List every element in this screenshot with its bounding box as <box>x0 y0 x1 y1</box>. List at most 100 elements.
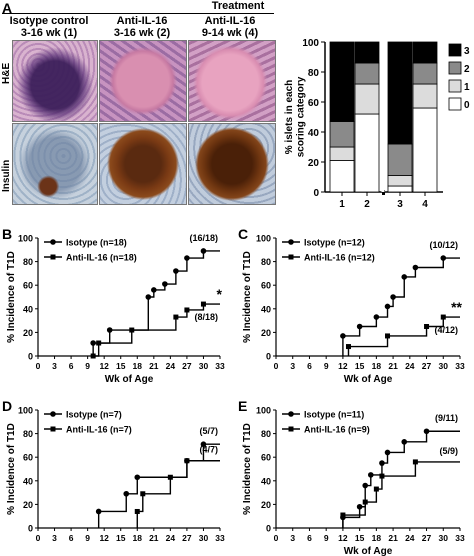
bar-segment-3 <box>412 41 438 64</box>
y-tick-label: 80 <box>308 68 320 79</box>
chart-e-incidence: 0 20 40 60 80 100 0 3 6 9 12 15 18 21 24 27 30 33 Wk of Ag… <box>242 406 465 556</box>
legend-label: 1 <box>464 82 470 93</box>
data-point <box>424 324 430 329</box>
y-tick-label: 80 <box>23 429 33 439</box>
x-tick-label: 15 <box>355 361 365 371</box>
data-point <box>384 303 391 310</box>
y-tick-label: 60 <box>23 281 33 291</box>
data-point <box>412 264 419 271</box>
legend-marker <box>288 239 294 245</box>
bar-segment-0 <box>387 185 413 193</box>
x-tick-label: 6 <box>69 533 74 543</box>
data-point <box>184 255 190 261</box>
legend-label: 0 <box>464 100 470 111</box>
series-line-0 <box>97 443 220 528</box>
y-tick-label: 40 <box>23 304 33 314</box>
y-tick-label: 0 <box>28 524 33 534</box>
x-tick-label: 30 <box>439 361 449 371</box>
y-axis-label: % Incidence of T1D <box>242 251 253 343</box>
x-tick-label: 21 <box>388 361 398 371</box>
micrograph-insulin-anti-il16-3-16 <box>99 123 187 205</box>
y-tick-label: 100 <box>256 406 271 416</box>
bar-segment-2 <box>354 62 380 85</box>
col-header-2: Anti-IL-16 3-16 wk (2) <box>98 15 186 39</box>
series-line-0 <box>342 257 460 356</box>
chart-d-incidence: 0 20 40 60 80 100 0 3 6 9 12 15 18 21 24 27 30 33 % Incide… <box>6 406 225 544</box>
y-axis-label: % Incidence of T1D <box>242 423 253 515</box>
y-tick-label: 20 <box>261 500 271 510</box>
bar-segment-3 <box>354 41 380 64</box>
data-point <box>200 301 206 307</box>
data-point <box>390 294 396 300</box>
y-tick-label: 60 <box>261 281 271 291</box>
legend-label: Anti-IL-16 (n=7) <box>66 425 132 435</box>
col-header-3: Anti-IL-16 9-14 wk (4) <box>186 15 274 39</box>
x-tick-label: 27 <box>422 361 432 371</box>
x-tick-label: 21 <box>388 533 398 543</box>
bar-segment-0 <box>354 113 380 193</box>
col-header-3-line1: Anti-IL-16 <box>204 15 256 27</box>
legend-marker <box>50 411 56 417</box>
series-end-label: (9/11) <box>435 413 458 423</box>
data-point <box>151 287 157 293</box>
data-point <box>340 512 346 518</box>
bar-segment-2 <box>329 121 355 148</box>
y-tick-label: 80 <box>261 429 271 439</box>
x-axis-label: Wk of Age <box>344 374 393 385</box>
micrograph-insulin-isotype <box>12 123 98 205</box>
data-point <box>440 255 447 261</box>
x-tick-label: 12 <box>338 533 348 543</box>
data-point <box>340 333 346 339</box>
bar-segment-1 <box>412 83 438 109</box>
data-point <box>384 449 391 456</box>
x-tick-label: 12 <box>99 533 109 543</box>
data-point <box>345 344 351 350</box>
x-tick-label: 0 <box>274 533 279 543</box>
data-point <box>379 460 385 466</box>
data-point <box>356 323 363 330</box>
data-point <box>373 314 380 320</box>
x-tick-label: 12 <box>99 361 109 371</box>
x-tick-label: 6 <box>307 533 312 543</box>
x-tick-label: 3 <box>52 361 57 371</box>
micrograph-he-anti-il16-9-14 <box>188 40 276 122</box>
bar-segment-0 <box>412 107 438 193</box>
legend-marker <box>288 426 294 432</box>
micrograph-insulin-anti-il16-9-14 <box>188 123 276 205</box>
x-tick-label: 27 <box>182 533 192 543</box>
bar-segment-2 <box>387 143 413 176</box>
chart-c-incidence: 0 20 40 60 80 100 0 3 6 9 12 15 18 21 24 27 30 33 Wk of Ag… <box>242 234 465 386</box>
x-tick-label: 21 <box>149 533 159 543</box>
data-point <box>106 327 113 333</box>
x-tick-label: 33 <box>215 533 225 543</box>
x-tick-label: 15 <box>116 361 126 371</box>
data-point <box>184 458 190 464</box>
data-point <box>123 490 130 497</box>
data-point <box>184 307 190 313</box>
data-point <box>90 353 96 359</box>
y-tick-label: 80 <box>23 257 33 267</box>
axis-break <box>382 190 385 195</box>
panel-letter-a: A <box>2 0 13 16</box>
series-end-label: (5/7) <box>199 426 218 436</box>
series-end-label: (10/12) <box>429 240 458 250</box>
x-tick-label: 18 <box>133 361 143 371</box>
panel-letter-d: D <box>2 398 13 414</box>
y-tick-label: 20 <box>308 158 320 169</box>
data-point <box>145 294 152 300</box>
x-tick-label: 30 <box>439 533 449 543</box>
micrograph-he-anti-il16-3-16 <box>99 40 187 122</box>
x-tick-label: 30 <box>199 533 209 543</box>
data-point <box>129 327 135 333</box>
data-point <box>200 441 207 448</box>
x-tick-label: 27 <box>182 361 192 371</box>
y-tick-label: 0 <box>266 524 271 534</box>
data-point <box>362 482 369 489</box>
data-point <box>134 508 140 514</box>
legend-marker <box>50 254 56 260</box>
data-point <box>367 472 374 478</box>
y-tick-label: 100 <box>302 38 319 49</box>
legend-marker <box>50 239 56 245</box>
y-tick-label: 0 <box>313 188 319 199</box>
